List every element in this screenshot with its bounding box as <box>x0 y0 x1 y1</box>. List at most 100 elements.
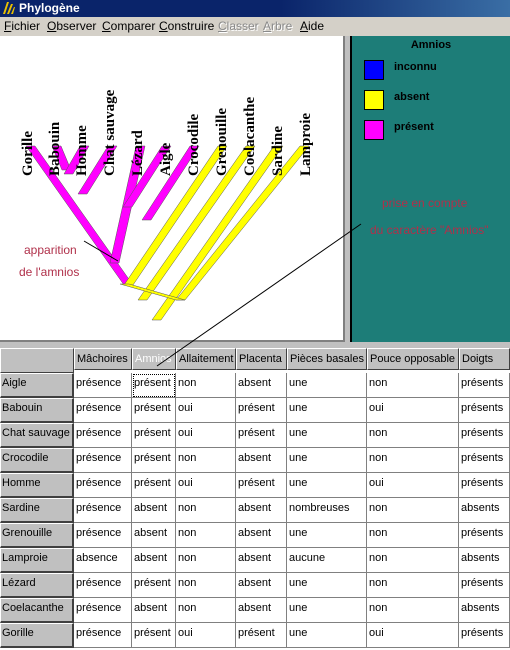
menu-classer[interactable]: Classer <box>218 19 259 33</box>
table-cell[interactable]: présence <box>74 373 132 398</box>
table-cell[interactable]: présent <box>236 473 287 498</box>
menu-comparer[interactable]: Comparer <box>102 19 156 33</box>
table-cell[interactable]: présents <box>459 623 510 648</box>
table-cell[interactable]: non <box>176 548 236 573</box>
table-cell[interactable]: présents <box>459 423 510 448</box>
table-cell[interactable]: non <box>367 548 459 573</box>
table-cell[interactable]: présence <box>74 523 132 548</box>
row-header[interactable]: Babouin <box>0 398 74 423</box>
table-cell[interactable]: absent <box>236 598 287 623</box>
table-cell[interactable]: absent <box>236 448 287 473</box>
table-cell[interactable]: absents <box>459 498 510 523</box>
table-cell[interactable]: présent <box>236 398 287 423</box>
table-cell[interactable]: présence <box>74 448 132 473</box>
table-cell[interactable]: une <box>287 573 367 598</box>
row-header[interactable]: Grenouille <box>0 523 74 548</box>
table-cell[interactable]: présent <box>132 573 176 598</box>
row-header[interactable]: Lamproie <box>0 548 74 573</box>
table-cell[interactable]: absent <box>236 523 287 548</box>
table-cell[interactable]: une <box>287 448 367 473</box>
table-cell[interactable]: une <box>287 598 367 623</box>
table-cell[interactable]: présent <box>132 473 176 498</box>
table-cell[interactable]: absence <box>74 548 132 573</box>
menu-observer[interactable]: Observer <box>47 19 97 33</box>
table-cell[interactable]: non <box>367 448 459 473</box>
column-header[interactable]: Pièces basales <box>287 348 367 370</box>
table-cell[interactable]: absent <box>236 573 287 598</box>
table-cell[interactable]: absent <box>132 548 176 573</box>
table-cell[interactable]: présents <box>459 523 510 548</box>
table-cell[interactable]: présence <box>74 573 132 598</box>
table-cell[interactable]: oui <box>176 473 236 498</box>
table-cell[interactable]: oui <box>176 623 236 648</box>
table-cell[interactable]: présent <box>236 423 287 448</box>
table-cell[interactable]: présence <box>74 623 132 648</box>
table-cell[interactable]: absent <box>236 373 287 398</box>
table-cell[interactable]: oui <box>367 623 459 648</box>
table-cell[interactable]: absent <box>132 498 176 523</box>
table-cell[interactable]: une <box>287 523 367 548</box>
table-cell[interactable]: oui <box>176 398 236 423</box>
table-cell[interactable]: présents <box>459 573 510 598</box>
table-cell[interactable]: non <box>176 598 236 623</box>
table-cell[interactable]: absent <box>236 548 287 573</box>
table-cell[interactable]: absents <box>459 598 510 623</box>
table-cell[interactable]: une <box>287 623 367 648</box>
table-cell[interactable]: non <box>367 498 459 523</box>
column-header[interactable]: Mâchoires <box>74 348 132 370</box>
table-cell[interactable]: non <box>367 598 459 623</box>
table-cell[interactable]: présents <box>459 448 510 473</box>
table-cell[interactable]: présents <box>459 398 510 423</box>
table-cell[interactable]: non <box>176 498 236 523</box>
row-header[interactable]: Aigle <box>0 373 74 398</box>
row-header[interactable]: Sardine <box>0 498 74 523</box>
table-cell[interactable]: présents <box>459 473 510 498</box>
table-cell[interactable]: absents <box>459 548 510 573</box>
table-cell[interactable]: une <box>287 398 367 423</box>
table-cell[interactable]: absent <box>236 498 287 523</box>
table-cell[interactable]: présence <box>74 473 132 498</box>
vertical-splitter[interactable] <box>345 36 350 342</box>
table-cell[interactable]: non <box>367 373 459 398</box>
table-cell[interactable]: aucune <box>287 548 367 573</box>
table-cell[interactable]: présence <box>74 498 132 523</box>
row-header[interactable]: Gorille <box>0 623 74 648</box>
table-cell[interactable]: absent <box>132 598 176 623</box>
column-header[interactable]: Pouce opposable <box>367 348 459 370</box>
row-header[interactable]: Homme <box>0 473 74 498</box>
row-header[interactable]: Crocodile <box>0 448 74 473</box>
table-cell[interactable]: non <box>367 423 459 448</box>
table-cell[interactable]: présent <box>132 623 176 648</box>
row-header[interactable]: Coelacanthe <box>0 598 74 623</box>
menu-construire[interactable]: Construire <box>159 19 215 33</box>
table-cell[interactable]: nombreuses <box>287 498 367 523</box>
column-header[interactable]: Doigts <box>459 348 510 370</box>
column-header[interactable]: Placenta <box>236 348 287 370</box>
table-cell[interactable]: présent <box>132 448 176 473</box>
menu-fichier[interactable]: Fichier <box>4 19 41 33</box>
table-cell[interactable]: présence <box>74 598 132 623</box>
table-cell[interactable]: présence <box>74 423 132 448</box>
menu-aide[interactable]: Aide <box>300 19 325 33</box>
menu-arbre[interactable]: Arbre <box>263 19 293 33</box>
table-cell[interactable]: non <box>367 523 459 548</box>
table-cell[interactable]: une <box>287 473 367 498</box>
table-cell[interactable]: oui <box>176 423 236 448</box>
table-cell[interactable]: présence <box>74 398 132 423</box>
row-header[interactable]: Lézard <box>0 573 74 598</box>
table-cell[interactable]: présent <box>132 373 176 398</box>
column-header[interactable]: Allaitement <box>176 348 236 370</box>
table-cell[interactable]: non <box>367 573 459 598</box>
table-cell[interactable]: non <box>176 448 236 473</box>
table-cell[interactable]: absent <box>132 523 176 548</box>
table-cell[interactable]: une <box>287 373 367 398</box>
table-cell[interactable]: présent <box>132 423 176 448</box>
row-header[interactable]: Chat sauvage <box>0 423 74 448</box>
table-cell[interactable]: oui <box>367 398 459 423</box>
table-cell[interactable]: présents <box>459 373 510 398</box>
table-cell[interactable]: présent <box>236 623 287 648</box>
table-cell[interactable]: non <box>176 523 236 548</box>
column-header[interactable]: Amnios <box>132 348 176 370</box>
table-cell[interactable]: présent <box>132 398 176 423</box>
table-cell[interactable]: non <box>176 573 236 598</box>
